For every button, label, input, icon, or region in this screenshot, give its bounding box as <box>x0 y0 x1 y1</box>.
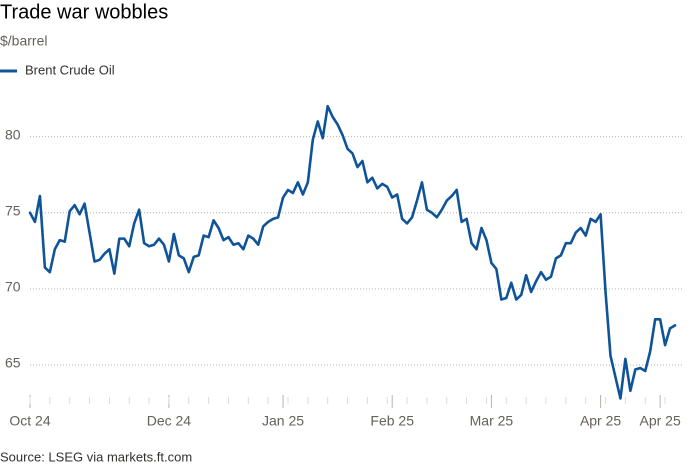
chart-title: Trade war wobbles <box>0 1 168 23</box>
y-tick-label: 80 <box>5 126 21 142</box>
chart-subtitle: $/barrel <box>0 33 47 49</box>
line-series <box>28 104 677 400</box>
x-tick-label: Dec 24 <box>147 413 192 429</box>
chart-source: Source: LSEG via markets.ft.com <box>0 449 192 464</box>
x-tick-label: Apr 25 <box>639 413 680 429</box>
x-tick-label: Oct 24 <box>9 413 50 429</box>
x-tick-label: Mar 25 <box>470 413 514 429</box>
legend-label: Brent Crude Oil <box>25 62 115 77</box>
x-tick-label: Apr 25 <box>580 413 621 429</box>
x-tick-label: Jan 25 <box>262 413 304 429</box>
y-tick-label: 75 <box>5 202 21 218</box>
x-tick-label: Feb 25 <box>370 413 414 429</box>
y-tick-label: 65 <box>5 355 21 371</box>
y-tick-label: 70 <box>5 279 21 295</box>
